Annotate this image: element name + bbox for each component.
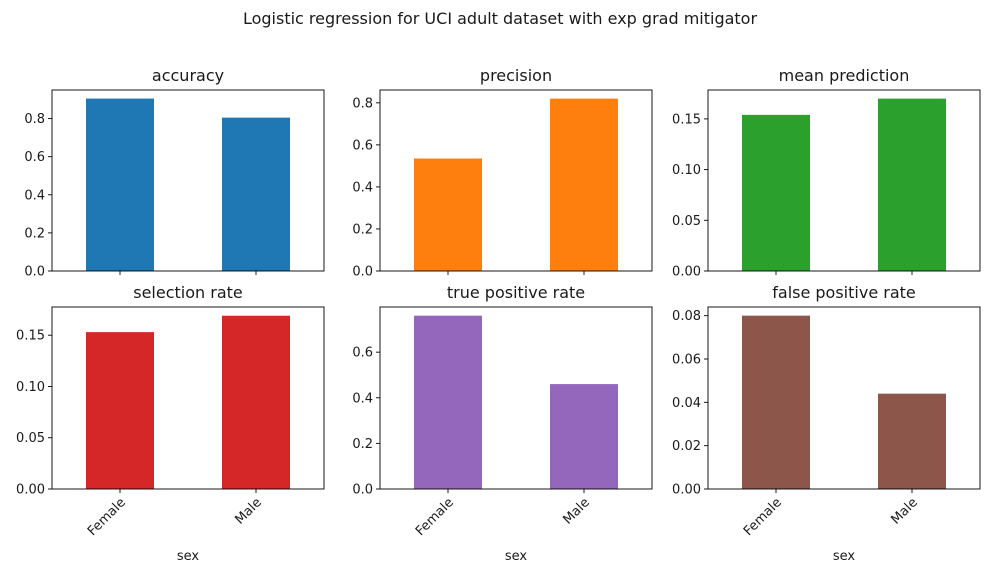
x-axis-label: sex bbox=[505, 549, 528, 564]
y-tick-label: 0.00 bbox=[16, 483, 45, 498]
y-tick-label: 0.10 bbox=[672, 163, 701, 178]
x-tick-label: Male bbox=[560, 495, 592, 527]
bar-male bbox=[878, 98, 946, 271]
y-tick-label: 0.6 bbox=[352, 346, 373, 361]
y-tick-label: 0.04 bbox=[672, 396, 701, 411]
y-tick-label: 0.00 bbox=[672, 483, 701, 498]
bar-male bbox=[550, 98, 618, 271]
y-tick-label: 0.06 bbox=[672, 353, 701, 368]
x-tick-label: Female bbox=[741, 495, 785, 539]
panel-title: selection rate bbox=[133, 283, 243, 302]
bar-male bbox=[222, 117, 290, 271]
y-tick-label: 0.15 bbox=[672, 112, 701, 127]
panel-precision: precision 0.0 0.2 0.4 0.6 0.8 bbox=[352, 66, 653, 280]
panel-title: mean prediction bbox=[779, 66, 910, 85]
y-tick-label: 0.02 bbox=[672, 439, 701, 454]
y-tick-label: 0.6 bbox=[352, 138, 373, 153]
y-tick-label: 0.4 bbox=[24, 188, 45, 203]
axes-frame bbox=[379, 89, 653, 272]
y-tick-label: 0.4 bbox=[352, 391, 373, 406]
y-tick-label: 0.05 bbox=[672, 214, 701, 229]
x-tick-label: Male bbox=[888, 495, 920, 527]
bar-male bbox=[878, 393, 946, 489]
panel-title: accuracy bbox=[152, 66, 224, 85]
bar-female bbox=[86, 98, 154, 271]
y-tick-label: 0.2 bbox=[24, 226, 45, 241]
panel-false-positive-rate: false positive rate Female Male 0.00 0.02 0.0… bbox=[672, 283, 981, 564]
bar-female bbox=[742, 114, 810, 271]
panel-mean-prediction: mean prediction 0.00 0.05 0.10 0.15 bbox=[672, 66, 981, 280]
x-axis-label: sex bbox=[833, 549, 856, 564]
bar-female bbox=[414, 315, 482, 489]
y-tick-label: 0.15 bbox=[16, 329, 45, 344]
y-tick-label: 0.0 bbox=[24, 265, 45, 280]
panel-title: true positive rate bbox=[447, 283, 585, 302]
axes-frame bbox=[51, 306, 325, 490]
x-axis-label: sex bbox=[177, 549, 200, 564]
panel-true-positive-rate: true positive rate Female Male 0.0 0.2 0.4 0.6… bbox=[352, 283, 653, 564]
y-tick-label: 0.6 bbox=[24, 150, 45, 165]
bar-male bbox=[550, 384, 618, 489]
y-tick-label: 0.0 bbox=[352, 483, 373, 498]
y-tick-label: 0.4 bbox=[352, 180, 373, 195]
y-tick-label: 0.10 bbox=[16, 380, 45, 395]
x-tick-label: Male bbox=[232, 495, 264, 527]
figure-suptitle: Logistic regression for UCI adult datase… bbox=[243, 9, 758, 28]
x-tick-label: Female bbox=[413, 495, 457, 539]
panel-title: precision bbox=[480, 66, 552, 85]
y-tick-label: 0.2 bbox=[352, 222, 373, 237]
panel-title: false positive rate bbox=[772, 283, 916, 302]
bar-male bbox=[222, 315, 290, 489]
y-tick-label: 0.00 bbox=[672, 265, 701, 280]
axes-frame bbox=[379, 306, 653, 490]
x-tick-label: Female bbox=[85, 495, 129, 539]
y-tick-label: 0.2 bbox=[352, 437, 373, 452]
bar-female bbox=[742, 315, 810, 489]
y-tick-label: 0.0 bbox=[352, 265, 373, 280]
y-tick-label: 0.05 bbox=[16, 431, 45, 446]
bar-female bbox=[414, 158, 482, 271]
axes-frame bbox=[51, 89, 325, 272]
subplot-grid: accuracy 0.0 0.2 0.4 0.6 0.8 precision 0.0 0.2 0.… bbox=[16, 66, 981, 564]
panel-selection-rate: selection rate Female Male 0.00 0.05 0.10 0.15… bbox=[16, 283, 325, 564]
y-tick-label: 0.08 bbox=[672, 309, 701, 324]
y-tick-label: 0.8 bbox=[24, 112, 45, 127]
panel-accuracy: accuracy 0.0 0.2 0.4 0.6 0.8 bbox=[24, 66, 325, 280]
axes-frame bbox=[707, 306, 981, 490]
axes-frame bbox=[707, 89, 981, 272]
y-tick-label: 0.8 bbox=[352, 96, 373, 111]
bar-female bbox=[86, 332, 154, 489]
